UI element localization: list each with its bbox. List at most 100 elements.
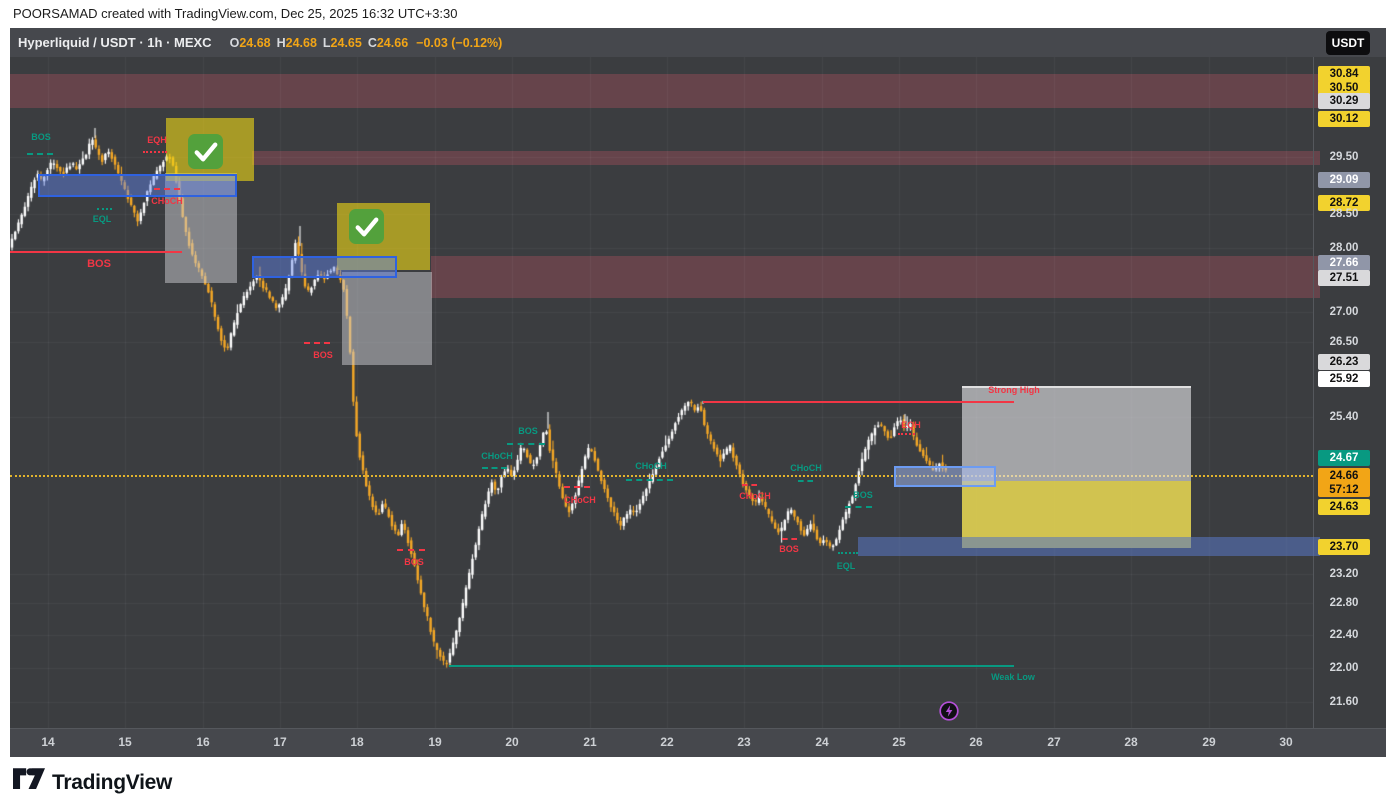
structure-dash-segment [564,486,590,488]
structure-dash-segment [143,151,167,153]
price-axis-label: 27.66 [1318,255,1370,271]
footer-brand: TradingView [13,768,172,798]
tradingview-logo-icon[interactable] [13,768,45,798]
ohlc-value: 24.68 [285,35,317,50]
mitigation-box [342,272,432,365]
time-axis-label: 24 [815,735,829,749]
structure-label-choch: CHoCH [739,491,771,501]
flash-icon[interactable] [939,701,959,721]
price-axis-label: 27.51 [1318,270,1370,286]
price-axis-label: 23.20 [1329,568,1359,580]
structure-label-choch: CHoCH [790,463,822,473]
price-axis-label: 24.66 57:12 [1318,468,1370,497]
bos-line [10,251,182,253]
ohlc-value: 24.68 [239,35,271,50]
currency-toggle-button[interactable]: USDT [1326,31,1370,55]
time-axis-label: 27 [1047,735,1061,749]
structure-label-bos: BOS [313,350,333,360]
price-axis-label: 28.00 [1329,242,1359,254]
watermark-text: POORSAMAD created with TradingView.com, … [13,6,458,21]
time-axis-label: 28 [1124,735,1138,749]
structure-dash-segment [838,552,858,554]
structure-dash-segment [27,153,53,155]
price-axis-label: 30.84 [1318,66,1370,82]
price-axis-label: 29.09 [1318,172,1370,188]
structure-label-bos: BOS [518,426,538,436]
symbol-title[interactable]: Hyperliquid / USDT · 1h · MEXC [18,35,212,50]
ohlc-values: O24.68 H24.68 L24.65 C24.66 [224,36,409,50]
structure-dash-segment [626,479,673,481]
structure-label-choch: CHoCH [635,461,667,471]
structure-dash-segment [482,467,507,469]
target-box [962,481,1191,548]
price-axis-label: 25.92 [1318,371,1370,387]
time-axis[interactable] [10,728,1386,757]
price-axis-label: 22.00 [1329,662,1359,674]
price-axis-label: 28.50 [1329,208,1359,220]
structure-dash-segment [898,433,915,435]
structure-dash-segment [742,484,757,486]
price-axis-label: 30.12 [1318,111,1370,127]
ohlc-letter: C [367,35,377,50]
structure-dash-segment [304,342,330,344]
structure-dash-segment [798,480,813,482]
price-axis-label: 29.50 [1329,151,1359,163]
time-axis-label: 25 [892,735,906,749]
structure-label-bos: BOS [31,132,51,142]
order-block-box [38,174,237,197]
demand-zone-band [858,537,1320,556]
price-axis-label: 30.50 [1318,80,1370,96]
price-axis-label: 28.72 [1318,195,1370,211]
change-value: −0.03 (−0.12%) [416,35,503,50]
structure-dash-segment [782,538,797,540]
structure-label-strong-high: Strong High [988,385,1040,395]
time-axis-label: 21 [583,735,597,749]
brand-name[interactable]: TradingView [52,771,173,794]
price-axis-label: 22.40 [1329,629,1359,641]
price-axis-label: 25.40 [1329,411,1359,423]
order-block-box [252,256,397,278]
structure-label-bos: BOS [853,490,873,500]
time-axis-label: 16 [196,735,210,749]
structure-dash-segment [507,443,545,445]
ohlc-letter: O [229,35,240,50]
structure-label-bos: BOS [404,557,424,567]
structure-label-eqh: EQH [901,420,921,430]
price-axis-label: 30.29 [1318,93,1370,109]
time-axis-label: 30 [1279,735,1293,749]
structure-label-choch: CHoCH [481,451,513,461]
ohlc-value: 24.65 [330,35,362,50]
time-axis-label: 22 [660,735,674,749]
time-axis-label: 26 [969,735,983,749]
checkmark-sticker [187,133,223,169]
order-block-box [894,466,996,487]
time-axis-label: 29 [1202,735,1216,749]
ohlc-value: 24.66 [376,35,409,50]
structure-label-bos: BOS [779,544,799,554]
current-price-line [10,475,1313,477]
price-axis-label: 24.67 [1318,450,1370,466]
mitigation-box [165,173,237,283]
structure-label-eql: EQL [92,214,112,224]
price-axis-separator [1313,57,1314,757]
structure-label-choch: CHoCH [564,495,596,505]
structure-label-bos: BOS [87,258,111,270]
structure-dash-segment [97,208,112,210]
structure-dash-segment [397,549,425,551]
price-axis-label: 23.70 [1318,539,1370,555]
price-axis-label: 22.80 [1329,597,1359,609]
time-axis-label: 15 [118,735,132,749]
price-axis-label: 24.63 [1318,499,1370,515]
time-axis-label: 23 [737,735,751,749]
structure-label-eqh: EQH [147,135,167,145]
price-axis-label: 26.50 [1329,336,1359,348]
price-axis-label: 26.23 [1318,354,1370,370]
structure-label-choch: CHoCH [151,196,183,206]
ohlc-letter: H [276,35,286,50]
ohlc-letter: L [322,35,331,50]
time-axis-label: 18 [350,735,364,749]
structure-label-eql: EQL [836,561,856,571]
chart-legend-bar: Hyperliquid / USDT · 1h · MEXC O24.68 H24… [10,28,1386,57]
time-axis-label: 17 [273,735,287,749]
